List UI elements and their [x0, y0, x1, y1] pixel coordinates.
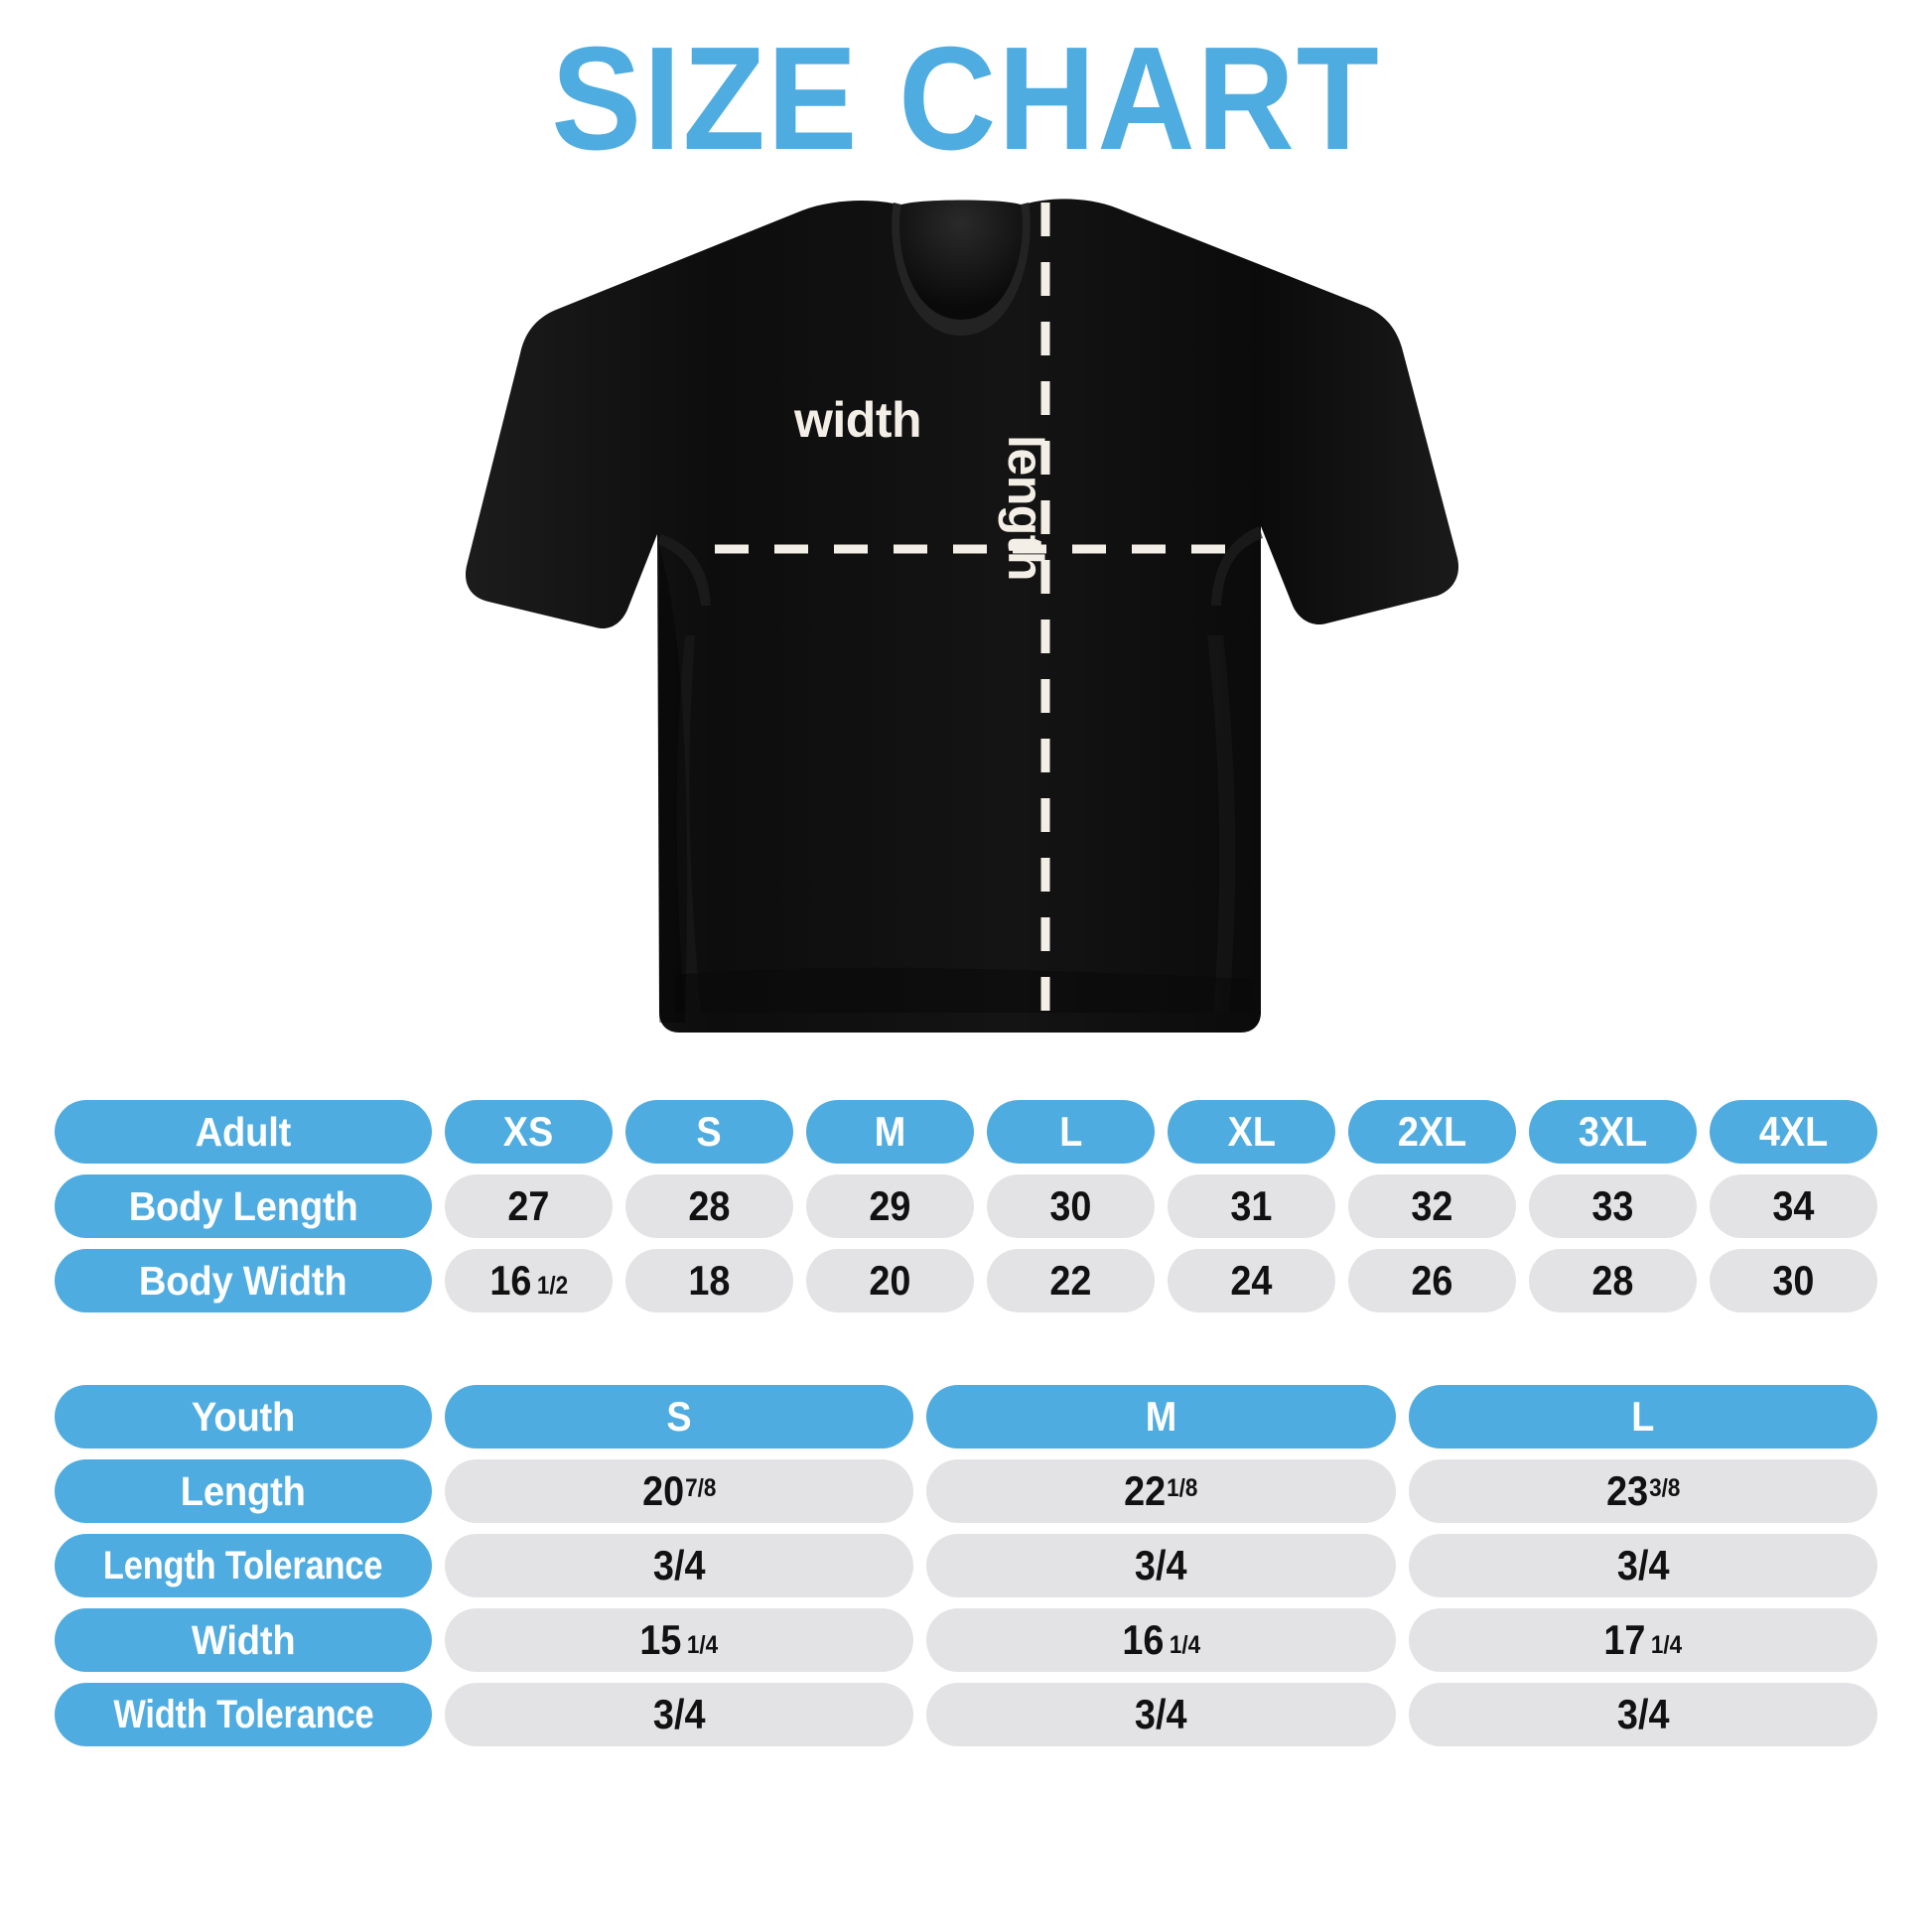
tshirt-svg [465, 199, 1459, 1033]
youth-header-row: Youth S M L [55, 1385, 1877, 1449]
adult-size-header-4xl: 4XL [1710, 1100, 1877, 1164]
page-title: SIZE CHART [551, 17, 1381, 181]
youth-width-tolerance-s: 3/4 [445, 1683, 914, 1746]
tshirt-fold-right [1207, 635, 1236, 1013]
adult-body-width-l: 22 [987, 1249, 1155, 1312]
youth-length-row: Length 20 7/8 22 1/8 23 3/8 [55, 1459, 1877, 1523]
adult-size-header-s: S [625, 1100, 793, 1164]
adult-body-width-row: Body Width 16 1/2 18 20 22 24 26 28 30 [55, 1249, 1877, 1312]
tshirt-body-shape [465, 199, 1459, 1033]
adult-row-label-body-width: Body Width [55, 1249, 432, 1312]
adult-body-length-4xl: 34 [1710, 1174, 1877, 1238]
youth-width-m: 16 1/4 [926, 1608, 1396, 1672]
youth-width-tolerance-l: 3/4 [1408, 1683, 1877, 1746]
youth-row-label-width: Width [55, 1608, 432, 1672]
adult-header-row: Adult XS S M L XL 2XL 3XL 4XL [55, 1100, 1877, 1164]
youth-row-label-width-tolerance: Width Tolerance [55, 1683, 432, 1746]
adult-body-width-3xl: 28 [1529, 1249, 1697, 1312]
adult-body-width-2xl: 26 [1348, 1249, 1516, 1312]
adult-body-length-row: Body Length 27 28 29 30 31 32 33 34 [55, 1174, 1877, 1238]
tshirt-body-shadow-left [659, 546, 688, 1023]
youth-row-label-length-tolerance: Length Tolerance [55, 1534, 432, 1597]
youth-length-tolerance-l: 3/4 [1408, 1534, 1877, 1597]
youth-length-tolerance-s: 3/4 [445, 1534, 914, 1597]
youth-length-l: 23 3/8 [1408, 1459, 1877, 1523]
adult-size-header-2xl: 2XL [1348, 1100, 1516, 1164]
adult-body-width-s: 18 [625, 1249, 793, 1312]
adult-size-header-m: M [806, 1100, 974, 1164]
adult-size-header-xs: XS [445, 1100, 613, 1164]
youth-width-tolerance-m: 3/4 [926, 1683, 1396, 1746]
youth-row-label-length: Length [55, 1459, 432, 1523]
tshirt-hem-shadow [675, 967, 1255, 1013]
youth-length-tolerance-m: 3/4 [926, 1534, 1396, 1597]
width-measure-label: width [794, 392, 922, 448]
adult-body-length-xl: 31 [1168, 1174, 1335, 1238]
youth-width-l: 17 1/4 [1408, 1608, 1877, 1672]
tshirt-illustration: width length [0, 169, 1932, 1062]
adult-body-width-xs: 16 1/2 [445, 1249, 613, 1312]
youth-size-header-s: S [445, 1385, 914, 1449]
adult-size-header-3xl: 3XL [1529, 1100, 1697, 1164]
tshirt-sleeve-seam-right [1211, 526, 1263, 606]
youth-width-s: 15 1/4 [445, 1608, 914, 1672]
tshirt-collar [898, 200, 1024, 320]
adult-body-length-m: 29 [806, 1174, 974, 1238]
adult-body-length-l: 30 [987, 1174, 1155, 1238]
adult-body-width-xl: 24 [1168, 1249, 1335, 1312]
adult-body-length-xs: 27 [445, 1174, 613, 1238]
adult-body-width-4xl: 30 [1710, 1249, 1877, 1312]
adult-body-width-m: 20 [806, 1249, 974, 1312]
youth-length-s: 20 7/8 [445, 1459, 914, 1523]
youth-length-m: 22 1/8 [926, 1459, 1396, 1523]
youth-length-tolerance-row: Length Tolerance 3/4 3/4 3/4 [55, 1534, 1877, 1597]
youth-width-tolerance-row: Width Tolerance 3/4 3/4 3/4 [55, 1683, 1877, 1746]
youth-size-header-l: L [1408, 1385, 1877, 1449]
adult-body-length-3xl: 33 [1529, 1174, 1697, 1238]
adult-body-length-2xl: 32 [1348, 1174, 1516, 1238]
youth-size-table: Youth S M L Length 20 7/8 22 1/8 23 3/8 Len… [55, 1385, 1877, 1746]
youth-width-row: Width 15 1/4 16 1/4 17 1/4 [55, 1608, 1877, 1672]
adult-table-title: Adult [55, 1100, 432, 1164]
length-measure-label: length [998, 435, 1053, 581]
adult-row-label-body-length: Body Length [55, 1174, 432, 1238]
tshirt-fold-left [676, 635, 701, 1013]
adult-size-table: Adult XS S M L XL 2XL 3XL 4XL Body Lengt… [55, 1100, 1877, 1312]
tshirt-sleeve-seam-left [657, 534, 711, 606]
adult-size-header-xl: XL [1168, 1100, 1335, 1164]
adult-body-length-s: 28 [625, 1174, 793, 1238]
youth-table-title: Youth [55, 1385, 432, 1449]
adult-size-header-l: L [987, 1100, 1155, 1164]
youth-size-header-m: M [926, 1385, 1396, 1449]
